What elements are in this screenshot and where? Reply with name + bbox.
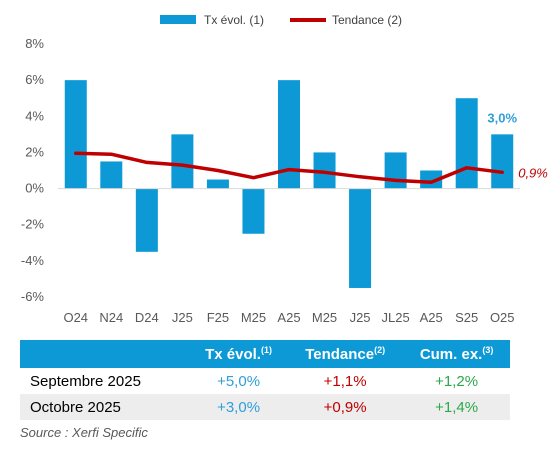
x-tick-label: N24 xyxy=(99,310,123,325)
summary-header-row: Tx évol.(1) Tendance(2) Cum. ex.(3) xyxy=(20,340,510,368)
x-tick-label: J25 xyxy=(172,310,193,325)
trend-line xyxy=(74,151,504,184)
x-tick-label: S25 xyxy=(455,310,478,325)
source-note: Source : Xerfi Specific xyxy=(20,425,148,440)
cell-cum: +1,2% xyxy=(403,368,510,394)
x-tick-label: J25 xyxy=(350,310,371,325)
row-label: Septembre 2025 xyxy=(20,368,190,394)
bar xyxy=(349,188,372,288)
header-empty xyxy=(20,340,190,368)
bar xyxy=(384,152,407,189)
bar xyxy=(135,188,158,252)
x-tick-label: O25 xyxy=(490,310,515,325)
row-label: Octobre 2025 xyxy=(20,394,190,420)
x-tick-label: M25 xyxy=(241,310,266,325)
bar xyxy=(313,152,336,189)
bar xyxy=(491,134,514,189)
bar xyxy=(171,134,194,189)
legend-trend-label: Tendance (2) xyxy=(332,13,402,27)
legend-bar-swatch xyxy=(160,15,196,24)
x-tick-label: D24 xyxy=(135,310,159,325)
y-tick-label: 6% xyxy=(25,72,44,87)
cell-trend: +1,1% xyxy=(287,368,404,394)
header-tx: Tx évol.(1) xyxy=(190,340,288,368)
trend-series xyxy=(74,151,504,184)
cell-tx: +5,0% xyxy=(190,368,288,394)
cell-cum: +1,4% xyxy=(403,394,510,420)
y-tick-label: -2% xyxy=(21,217,45,232)
y-tick-label: -6% xyxy=(21,289,45,304)
bar xyxy=(100,161,123,189)
legend-bar-label: Tx évol. (1) xyxy=(204,13,264,27)
cell-tx: +3,0% xyxy=(190,394,288,420)
chart: Tx évol. (1) Tendance (2) -6% -4% -2% 0% 2% 4%… xyxy=(21,13,548,325)
bar-data-label: 3,0% xyxy=(487,110,517,125)
table-row: Septembre 2025 +5,0% +1,1% +1,2% xyxy=(20,368,510,394)
x-tick-label: O24 xyxy=(63,310,88,325)
cell-trend: +0,9% xyxy=(287,394,404,420)
bar xyxy=(64,80,87,189)
table-row: Octobre 2025 +3,0% +0,9% +1,4% xyxy=(20,394,510,420)
y-tick-label: 0% xyxy=(25,181,44,196)
header-cum: Cum. ex.(3) xyxy=(403,340,510,368)
x-tick-label: A25 xyxy=(420,310,443,325)
x-axis: O24 N24 D24 J25 F25 M25 A25 M25 J25 JL25 A25 S25 O25 xyxy=(58,188,520,325)
legend: Tx évol. (1) Tendance (2) xyxy=(160,13,402,27)
bar xyxy=(455,98,478,189)
x-tick-label: M25 xyxy=(312,310,337,325)
x-tick-label: A25 xyxy=(277,310,300,325)
x-tick-label: F25 xyxy=(207,310,229,325)
summary-table: Tx évol.(1) Tendance(2) Cum. ex.(3) Sept… xyxy=(20,340,510,420)
bar-series xyxy=(64,80,514,288)
y-tick-label: -4% xyxy=(21,253,45,268)
x-tick-label: JL25 xyxy=(382,310,410,325)
annotations: 3,0% 0,9% xyxy=(487,110,547,180)
y-tick-label: 8% xyxy=(25,36,44,51)
bar xyxy=(278,80,300,189)
y-tick-label: 4% xyxy=(25,108,44,123)
bar xyxy=(206,179,229,189)
bar xyxy=(420,170,443,189)
y-axis: -6% -4% -2% 0% 2% 4% 6% 8% xyxy=(21,36,45,304)
bar xyxy=(242,188,265,234)
trend-data-label: 0,9% xyxy=(518,165,548,180)
header-trend: Tendance(2) xyxy=(287,340,404,368)
y-tick-label: 2% xyxy=(25,144,44,159)
